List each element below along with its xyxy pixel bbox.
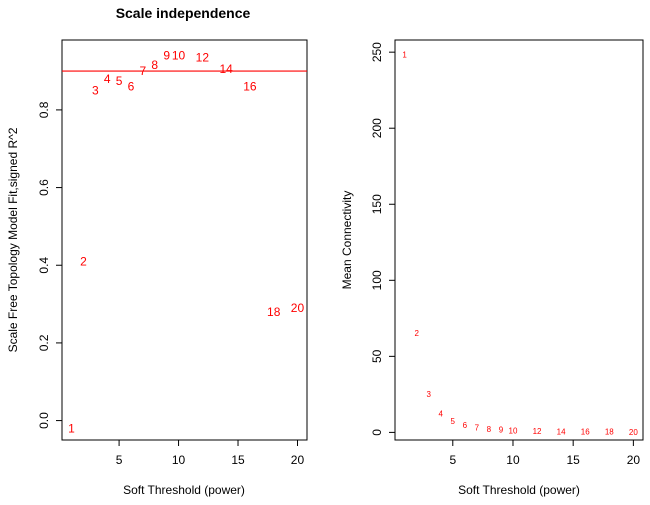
point-label: 12 (196, 50, 210, 64)
y-axis-right: 0 50 100 150 200 250 (370, 42, 395, 436)
point-label: 10 (509, 426, 518, 435)
point-label: 8 (151, 58, 158, 72)
point-label: 16 (581, 428, 590, 437)
x-axis-left: 5 10 15 20 (116, 440, 305, 467)
y-tick-label: 150 (370, 194, 384, 214)
point-label: 14 (557, 427, 566, 436)
point-label: 2 (80, 254, 87, 268)
point-label: 4 (439, 410, 444, 419)
point-label: 4 (104, 72, 111, 86)
x-tick-label: 20 (627, 453, 641, 467)
point-label: 9 (163, 49, 170, 63)
x-axis-right: 5 10 15 20 (449, 440, 640, 467)
x-tick-label: 10 (172, 453, 186, 467)
point-label: 12 (533, 427, 542, 436)
y-tick-label: 200 (370, 118, 384, 138)
y-tick-label: 50 (370, 349, 384, 363)
point-label: 10 (172, 49, 186, 63)
x-tick-label: 15 (231, 453, 245, 467)
point-label: 7 (475, 423, 480, 432)
y-axis-left: 0.0 0.2 0.4 0.6 0.8 (37, 101, 62, 429)
point-label: 16 (243, 80, 257, 94)
x-tick-label: 5 (116, 453, 123, 467)
x-tick-label: 5 (449, 453, 456, 467)
x-tick-label: 20 (291, 453, 305, 467)
point-label: 3 (426, 390, 431, 399)
point-label: 2 (414, 329, 419, 338)
point-label: 14 (219, 62, 233, 76)
y-tick-label: 0.6 (37, 179, 51, 196)
x-axis-title-right: Soft Threshold (power) (458, 483, 580, 497)
point-label: 7 (140, 64, 147, 78)
point-label: 18 (605, 428, 614, 437)
y-tick-label: 0.4 (37, 257, 51, 274)
plot-box-left (61, 39, 308, 441)
point-label: 9 (499, 426, 504, 435)
point-label: 1 (68, 421, 75, 435)
chart-title-scale-independence: Scale independence (116, 5, 251, 21)
panel-scale-independence: Scale independence 5 10 15 20 0.00.20.40.60… (6, 5, 308, 497)
point-label: 18 (267, 305, 281, 319)
x-tick-label: 15 (566, 453, 580, 467)
y-tick-label: 0.8 (37, 101, 51, 118)
y-tick-label: 0.0 (37, 412, 51, 429)
point-label: 3 (92, 83, 99, 97)
y-tick-label: 100 (370, 270, 384, 290)
plot-box-right (394, 39, 644, 441)
point-label: 5 (116, 74, 123, 88)
point-label: 6 (128, 80, 135, 94)
point-label: 1 (402, 51, 407, 60)
y-tick-label: 0 (370, 429, 384, 436)
point-label: 5 (451, 417, 456, 426)
point-label: 6 (463, 421, 468, 430)
point-label: 8 (487, 425, 492, 434)
x-axis-title-left: Soft Threshold (power) (123, 483, 245, 497)
y-tick-label: 250 (370, 42, 384, 62)
point-label: 20 (629, 428, 638, 437)
x-tick-label: 10 (506, 453, 520, 467)
point-label: 20 (291, 301, 305, 315)
y-axis-title-left: Scale Free Topology Model Fit,signed R^2 (6, 127, 20, 352)
y-tick-label: 0.2 (37, 334, 51, 351)
y-axis-title-right: Mean Connectivity (340, 191, 354, 290)
